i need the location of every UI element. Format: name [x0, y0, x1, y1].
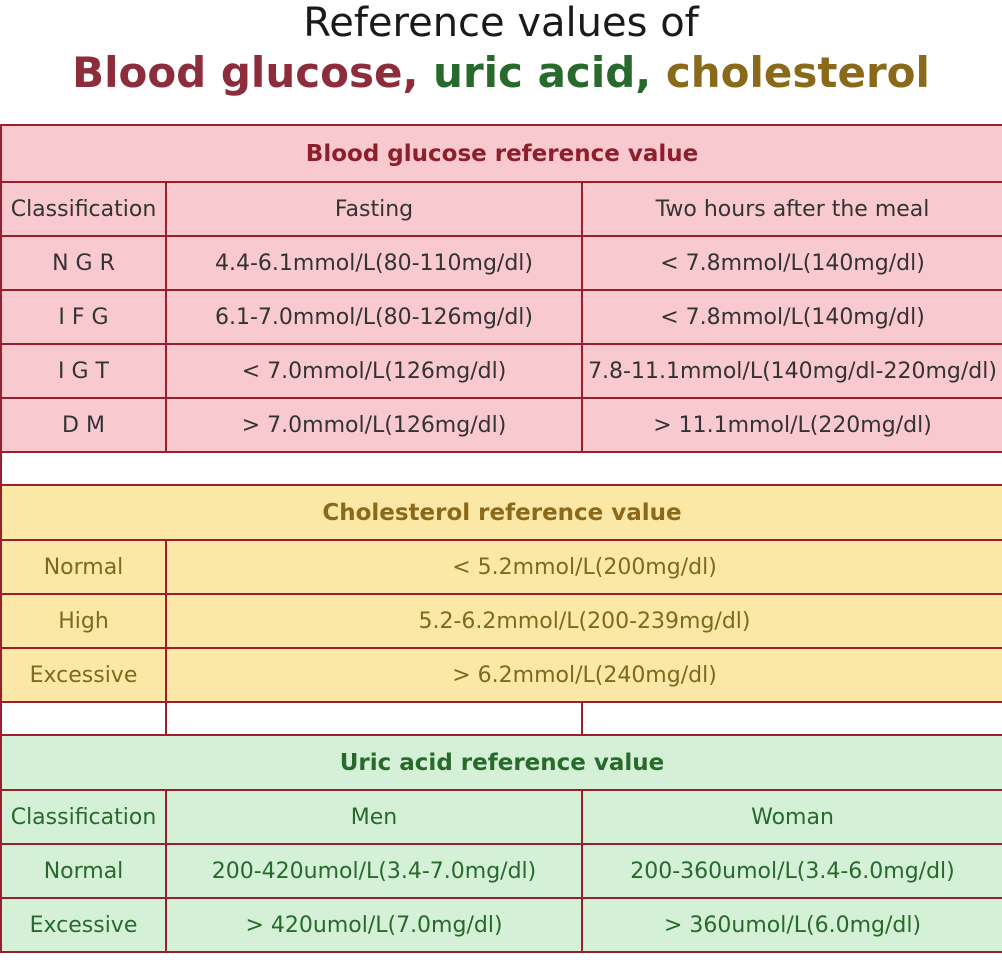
glucose-class-cell: I G T — [0, 343, 167, 399]
cholesterol-value-cell: > 6.2mmol/L(240mg/dl) — [164, 647, 1002, 703]
glucose-col-fasting: Fasting — [165, 181, 583, 237]
glucose-fasting-cell: < 7.0mmol/L(126mg/dl) — [165, 343, 583, 399]
cholesterol-value-cell: 5.2-6.2mmol/L(200-239mg/dl) — [164, 593, 1002, 649]
uric-column-header-row: Classification Men Woman — [0, 789, 1002, 845]
spacer-cell — [0, 451, 1002, 486]
cholesterol-value-cell: < 5.2mmol/L(200mg/dl) — [164, 539, 1002, 595]
glucose-after-meal-cell: < 7.8mmol/L(140mg/dl) — [580, 289, 1002, 345]
glucose-section-header-row: Blood glucose reference value — [0, 124, 1002, 183]
table-row: Normal 200-420umol/L(3.4-7.0mg/dl) 200-3… — [0, 843, 1002, 899]
table-row: Excessive > 6.2mmol/L(240mg/dl) — [0, 647, 1002, 703]
cholesterol-section-header: Cholesterol reference value — [0, 484, 1002, 541]
title-uric-acid: uric acid, — [433, 48, 652, 97]
title-line-2: Blood glucose, uric acid, cholesterol — [0, 48, 1002, 98]
section-spacer — [0, 451, 1002, 486]
uric-men-cell: 200-420umol/L(3.4-7.0mg/dl) — [165, 843, 583, 899]
uric-class-cell: Excessive — [0, 897, 167, 953]
glucose-class-cell: I F G — [0, 289, 167, 345]
reference-table: Blood glucose reference value Classifica… — [0, 124, 1002, 953]
table-row: Normal < 5.2mmol/L(200mg/dl) — [0, 539, 1002, 595]
uric-col-men: Men — [165, 789, 583, 845]
glucose-column-header-row: Classification Fasting Two hours after t… — [0, 181, 1002, 237]
glucose-after-meal-cell: > 11.1mmol/L(220mg/dl) — [580, 397, 1002, 453]
cholesterol-class-cell: High — [0, 593, 167, 649]
uric-men-cell: > 420umol/L(7.0mg/dl) — [165, 897, 583, 953]
uric-col-woman: Woman — [580, 789, 1002, 845]
glucose-col-after-meal: Two hours after the meal — [580, 181, 1002, 237]
glucose-section-header: Blood glucose reference value — [0, 124, 1002, 183]
uric-col-classification: Classification — [0, 789, 167, 845]
cholesterol-class-cell: Excessive — [0, 647, 167, 703]
cholesterol-section-header-row: Cholesterol reference value — [0, 484, 1002, 541]
title-cholesterol: cholesterol — [665, 48, 930, 97]
uric-section-header: Uric acid reference value — [0, 734, 1002, 791]
uric-woman-cell: > 360umol/L(6.0mg/dl) — [580, 897, 1002, 953]
title-glucose: Blood glucose, — [72, 48, 419, 97]
table-row: I G T < 7.0mmol/L(126mg/dl) 7.8-11.1mmol… — [0, 343, 1002, 399]
uric-class-cell: Normal — [0, 843, 167, 899]
glucose-class-cell: N G R — [0, 235, 167, 291]
glucose-after-meal-cell: < 7.8mmol/L(140mg/dl) — [580, 235, 1002, 291]
title-line-1: Reference values of — [303, 0, 699, 46]
spacer-cell — [0, 701, 167, 736]
cholesterol-class-cell: Normal — [0, 539, 167, 595]
spacer-cell — [165, 701, 583, 736]
section-spacer — [0, 701, 1002, 736]
glucose-col-classification: Classification — [0, 181, 167, 237]
spacer-cell — [580, 701, 1002, 736]
glucose-fasting-cell: 6.1-7.0mmol/L(80-126mg/dl) — [165, 289, 583, 345]
page-title: Reference values of Blood glucose, uric … — [0, 0, 1002, 124]
table-row: Excessive > 420umol/L(7.0mg/dl) > 360umo… — [0, 897, 1002, 953]
table-row: N G R 4.4-6.1mmol/L(80-110mg/dl) < 7.8mm… — [0, 235, 1002, 291]
table-row: High 5.2-6.2mmol/L(200-239mg/dl) — [0, 593, 1002, 649]
glucose-fasting-cell: > 7.0mmol/L(126mg/dl) — [165, 397, 583, 453]
glucose-fasting-cell: 4.4-6.1mmol/L(80-110mg/dl) — [165, 235, 583, 291]
uric-section-header-row: Uric acid reference value — [0, 734, 1002, 791]
table-row: I F G 6.1-7.0mmol/L(80-126mg/dl) < 7.8mm… — [0, 289, 1002, 345]
glucose-after-meal-cell: 7.8-11.1mmol/L(140mg/dl-220mg/dl) — [580, 343, 1002, 399]
table-row: D M > 7.0mmol/L(126mg/dl) > 11.1mmol/L(2… — [0, 397, 1002, 453]
glucose-class-cell: D M — [0, 397, 167, 453]
uric-woman-cell: 200-360umol/L(3.4-6.0mg/dl) — [580, 843, 1002, 899]
reference-table-wrapper: Blood glucose reference value Classifica… — [0, 124, 1002, 980]
